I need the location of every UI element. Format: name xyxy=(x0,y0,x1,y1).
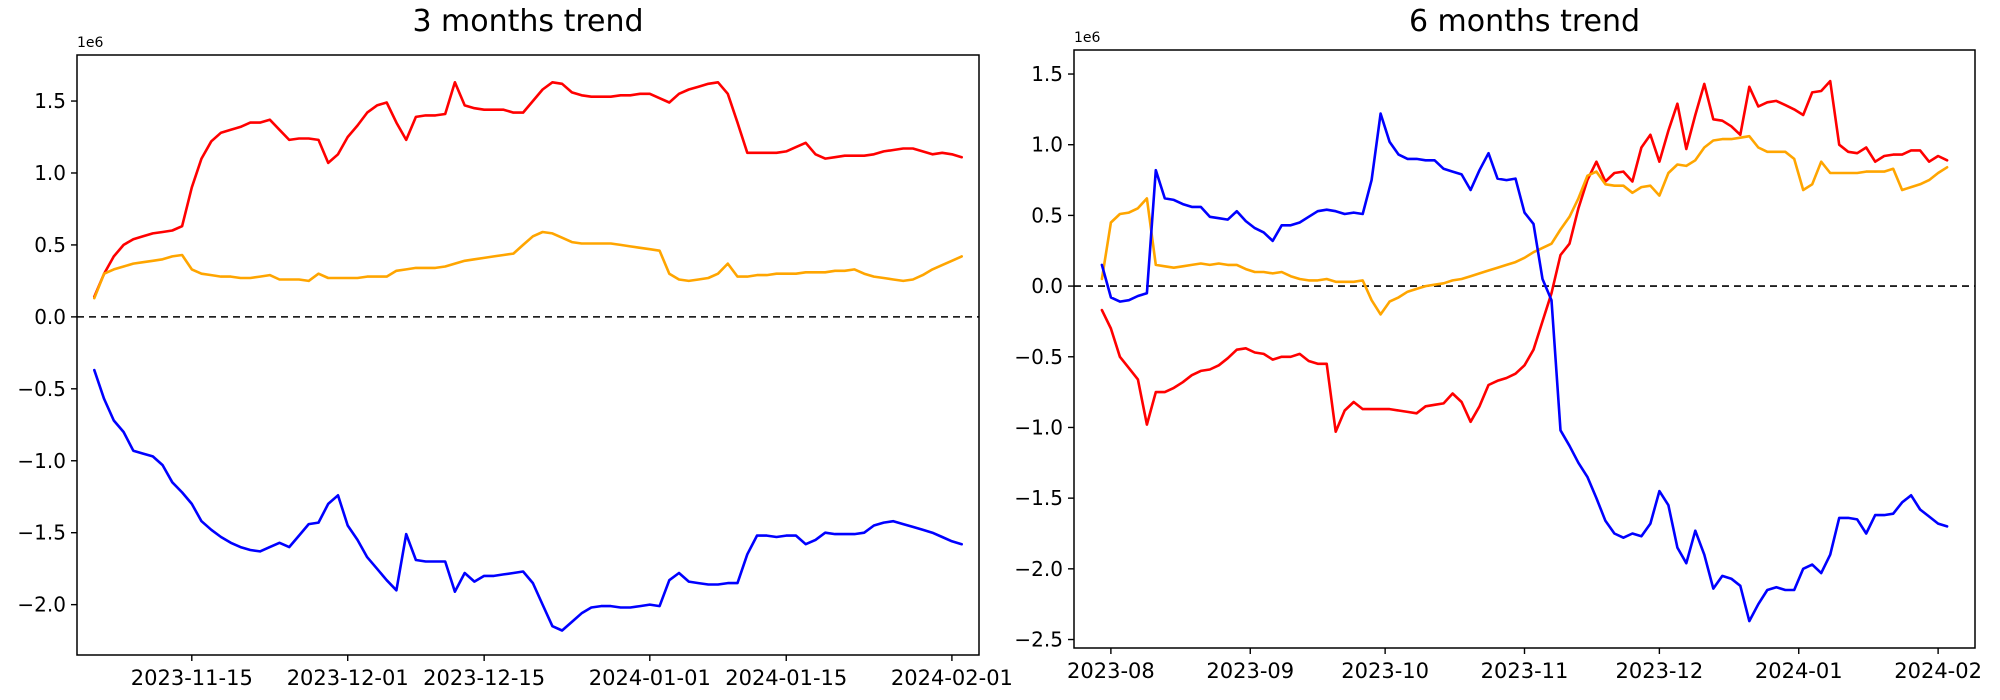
x-tick-label: 2023-12 xyxy=(1615,659,1703,683)
plot-3-months-trend: 1.5 1.0 0.5 0.0 −0.5 −1.0 −1.5 −2.0 2023-11-15 20… xyxy=(17,35,1013,690)
x-tick-label: 2023-11-15 xyxy=(131,666,253,690)
series-line-orange xyxy=(1100,134,1949,316)
y-tick-label: 1.0 xyxy=(34,161,66,185)
y-tick-label: −1.0 xyxy=(17,449,66,473)
series-line-orange xyxy=(93,230,964,300)
y-tick-label: 1.5 xyxy=(1031,62,1063,86)
y-tick-label: −2.0 xyxy=(17,593,66,617)
x-tick-label: 2023-12-01 xyxy=(287,666,409,690)
x-tick-label: 2024-01-15 xyxy=(725,666,847,690)
y-tick-label: 0.5 xyxy=(34,233,66,257)
x-tick-label: 2024-01 xyxy=(1755,659,1843,683)
chart-title-3-months: 3 months trend xyxy=(412,4,644,39)
y-tick-label: −1.5 xyxy=(17,521,66,545)
y-tick-label: 0.0 xyxy=(1031,274,1063,298)
series-line-blue xyxy=(1100,112,1949,623)
x-tick-label: 2024-02-01 xyxy=(891,666,1013,690)
x-tick-label: 2024-02 xyxy=(1894,659,1982,683)
y-tick-label: −0.5 xyxy=(17,377,66,401)
series-line-blue xyxy=(93,368,964,632)
y-tick-label: 1.0 xyxy=(1031,133,1063,157)
x-tick-label: 2023-08 xyxy=(1067,659,1155,683)
axes-frame xyxy=(1073,49,1976,649)
y-tick-label: 0.5 xyxy=(1031,203,1063,227)
y-tick-label: −2.0 xyxy=(1014,557,1063,581)
y-tick-label: −2.5 xyxy=(1014,628,1063,652)
x-tick-label: 2023-10 xyxy=(1341,659,1429,683)
x-tick-label: 2023-09 xyxy=(1206,659,1294,683)
x-tick-label: 2024-01-01 xyxy=(589,666,711,690)
axes-frame xyxy=(76,54,980,656)
y-axis-offset-label: 1e6 xyxy=(77,35,104,51)
y-tick-label: −0.5 xyxy=(1014,345,1063,369)
y-tick-label: 0.0 xyxy=(34,305,66,329)
series-line-red xyxy=(1100,79,1949,434)
x-tick-label: 2023-12-15 xyxy=(423,666,545,690)
y-tick-label: −1.0 xyxy=(1014,415,1063,439)
series-line-red xyxy=(93,81,964,299)
y-axis-offset-label: 1e6 xyxy=(1074,30,1101,46)
y-tick-label: 1.5 xyxy=(34,89,66,113)
y-tick-label: −1.5 xyxy=(1014,486,1063,510)
x-tick-label: 2023-11 xyxy=(1481,659,1569,683)
chart-title-6-months: 6 months trend xyxy=(1408,4,1641,39)
